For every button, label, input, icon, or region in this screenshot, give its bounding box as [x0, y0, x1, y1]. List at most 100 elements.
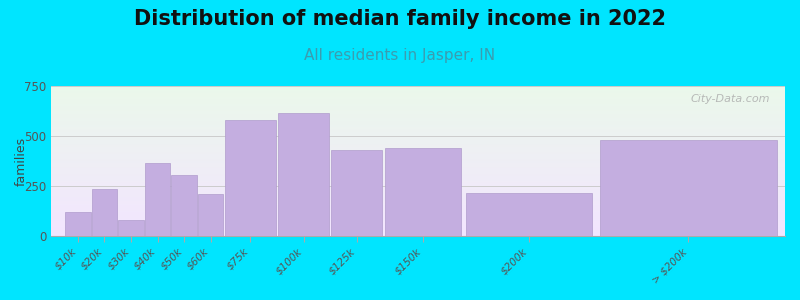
Bar [51, 178, 785, 179]
Bar [51, 120, 785, 121]
Bar [51, 92, 785, 93]
Bar [51, 233, 785, 234]
Text: All residents in Jasper, IN: All residents in Jasper, IN [305, 48, 495, 63]
Bar [198, 194, 223, 236]
Bar [51, 130, 785, 131]
Bar [51, 206, 785, 207]
Bar [51, 199, 785, 200]
Bar [51, 195, 785, 196]
Bar [51, 152, 785, 153]
Bar [51, 112, 785, 113]
Bar [51, 185, 785, 186]
Bar [51, 184, 785, 185]
Bar [51, 223, 785, 224]
Bar [51, 200, 785, 201]
Bar [51, 180, 785, 181]
Bar [51, 114, 785, 115]
Bar [51, 203, 785, 204]
Bar [51, 216, 785, 217]
Text: City-Data.com: City-Data.com [691, 94, 770, 103]
Bar [51, 171, 785, 172]
Bar [51, 142, 785, 143]
Bar [51, 86, 785, 87]
Bar [51, 154, 785, 155]
Bar [51, 187, 785, 188]
Bar [51, 201, 785, 202]
Bar [51, 115, 785, 116]
Bar [51, 122, 785, 123]
Bar [51, 192, 785, 193]
Bar [51, 148, 785, 149]
Bar [51, 134, 785, 135]
Bar [51, 173, 785, 174]
Bar [51, 147, 785, 148]
Bar [51, 179, 785, 180]
Bar [51, 169, 785, 170]
Bar [51, 235, 785, 236]
Bar [51, 232, 785, 233]
Bar [51, 153, 785, 154]
Bar [51, 102, 785, 103]
Bar [51, 157, 785, 158]
Bar [51, 168, 785, 169]
Bar [51, 221, 785, 222]
Bar [51, 162, 785, 163]
Bar [51, 167, 785, 168]
Bar [51, 106, 785, 107]
Bar [51, 117, 785, 118]
Bar [51, 129, 785, 130]
Bar [51, 174, 785, 175]
Bar [51, 190, 785, 191]
Bar [51, 183, 785, 184]
Bar [51, 193, 785, 194]
Bar [51, 88, 785, 89]
Bar [51, 111, 785, 112]
Bar [51, 227, 785, 228]
Bar [51, 107, 785, 108]
Bar [51, 176, 785, 177]
Bar [51, 222, 785, 223]
Bar [51, 214, 785, 215]
Bar [51, 141, 785, 142]
Bar [51, 87, 785, 88]
Bar [51, 212, 785, 213]
Y-axis label: families: families [15, 136, 28, 186]
Bar [51, 125, 785, 126]
Bar [51, 110, 785, 111]
Bar [51, 99, 785, 100]
Bar [51, 108, 785, 109]
Bar [51, 124, 785, 125]
Bar [51, 208, 785, 209]
Bar [51, 220, 785, 221]
Bar [51, 116, 785, 117]
Bar [51, 100, 785, 101]
Bar [51, 133, 785, 134]
Bar [51, 131, 785, 132]
Bar [51, 94, 785, 95]
Bar [51, 191, 785, 192]
Bar [51, 202, 785, 203]
Bar [51, 103, 785, 104]
Bar [171, 175, 197, 236]
Bar [51, 158, 785, 159]
Bar [51, 165, 785, 166]
Bar [51, 156, 785, 157]
Bar [51, 204, 785, 205]
Bar [118, 220, 144, 236]
Bar [331, 150, 382, 236]
Bar [145, 163, 170, 236]
Bar [51, 196, 785, 197]
Bar [51, 160, 785, 161]
Bar [51, 119, 785, 120]
Bar [51, 189, 785, 190]
Bar [51, 95, 785, 96]
Bar [51, 186, 785, 187]
Bar [51, 149, 785, 150]
Bar [278, 113, 329, 236]
Bar [51, 224, 785, 225]
Bar [466, 193, 592, 236]
Bar [51, 135, 785, 136]
Bar [51, 209, 785, 210]
Bar [51, 98, 785, 99]
Bar [51, 101, 785, 102]
